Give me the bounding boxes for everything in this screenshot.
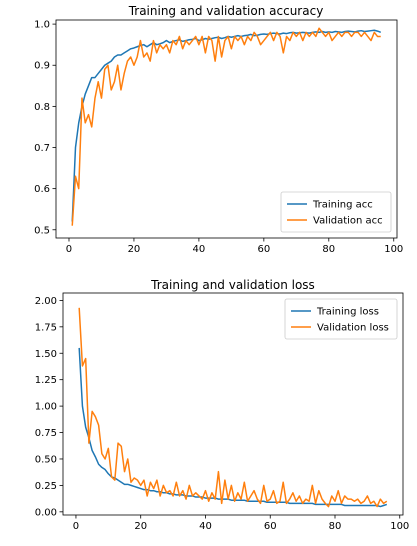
loss-y-tick-label: 1.75 [35,322,57,333]
loss-legend: Training loss Validation loss [284,298,398,340]
accuracy-legend-label: Validation acc [313,216,383,227]
loss-x-tick-label: 0 [73,521,79,532]
loss-x-tick-label: 20 [134,521,147,532]
loss-x-tick-label: 60 [264,521,277,532]
accuracy-y-tick-label: 0.5 [34,225,50,236]
accuracy-x-tick-label: 40 [193,244,206,255]
accuracy-x-tick-label: 0 [66,244,72,255]
accuracy-x-tick-label: 80 [322,244,335,255]
accuracy-y-tick-label: 0.9 [34,61,50,72]
loss-legend-box [284,298,398,340]
accuracy-axes-frame [55,19,398,239]
accuracy-y-tick-label: 1.0 [34,20,50,31]
loss-y-tick-label: 0.50 [35,454,57,465]
loss-y-tick-label: 1.50 [35,349,57,360]
loss-x-tick-label: 100 [390,521,409,532]
loss-x-tick-label: 80 [329,521,342,532]
loss-legend-label: Validation loss [317,323,389,334]
loss-y-tick-label: 2.00 [35,296,57,307]
loss-chart: Training and validation loss 0 20 40 60 80 10… [35,278,410,532]
accuracy-plot-area: 0 20 40 60 80 100 0.5 0.6 0.7 0.8 0.9 1.0 Training a… [34,19,403,255]
loss-axes-frame [62,292,404,516]
loss-y-tick-label: 1.00 [35,402,57,413]
loss-plot-area: 0 20 40 60 80 100 0.00 0.25 0.50 0.75 1.00 1.25 1.50… [35,292,409,532]
accuracy-y-tick-label: 0.7 [34,143,50,154]
accuracy-series-validation-line [71,27,381,226]
loss-chart-title: Training and validation loss [150,278,315,292]
accuracy-y-tick-label: 0.8 [34,102,50,113]
accuracy-legend-label: Training acc [312,200,373,211]
loss-y-tick-label: 0.25 [35,481,57,492]
accuracy-legend-box [280,191,392,233]
accuracy-legend: Training acc Validation acc [280,191,392,233]
loss-x-tick-label: 40 [199,521,212,532]
loss-series-training-line [78,347,388,508]
accuracy-chart-title: Training and validation accuracy [128,4,324,18]
accuracy-x-tick-label: 60 [257,244,270,255]
loss-series-validation-line [78,307,388,508]
loss-y-tick-label: 0.00 [35,507,57,518]
accuracy-y-tick-label: 0.6 [34,184,50,195]
loss-legend-label: Training loss [316,307,379,318]
loss-y-tick-label: 1.25 [35,375,57,386]
loss-y-tick-label: 0.75 [35,428,57,439]
accuracy-chart: Training and validation accuracy 0 20 40 60… [34,4,403,255]
accuracy-x-tick-label: 20 [128,244,141,255]
accuracy-x-tick-label: 100 [384,244,403,255]
